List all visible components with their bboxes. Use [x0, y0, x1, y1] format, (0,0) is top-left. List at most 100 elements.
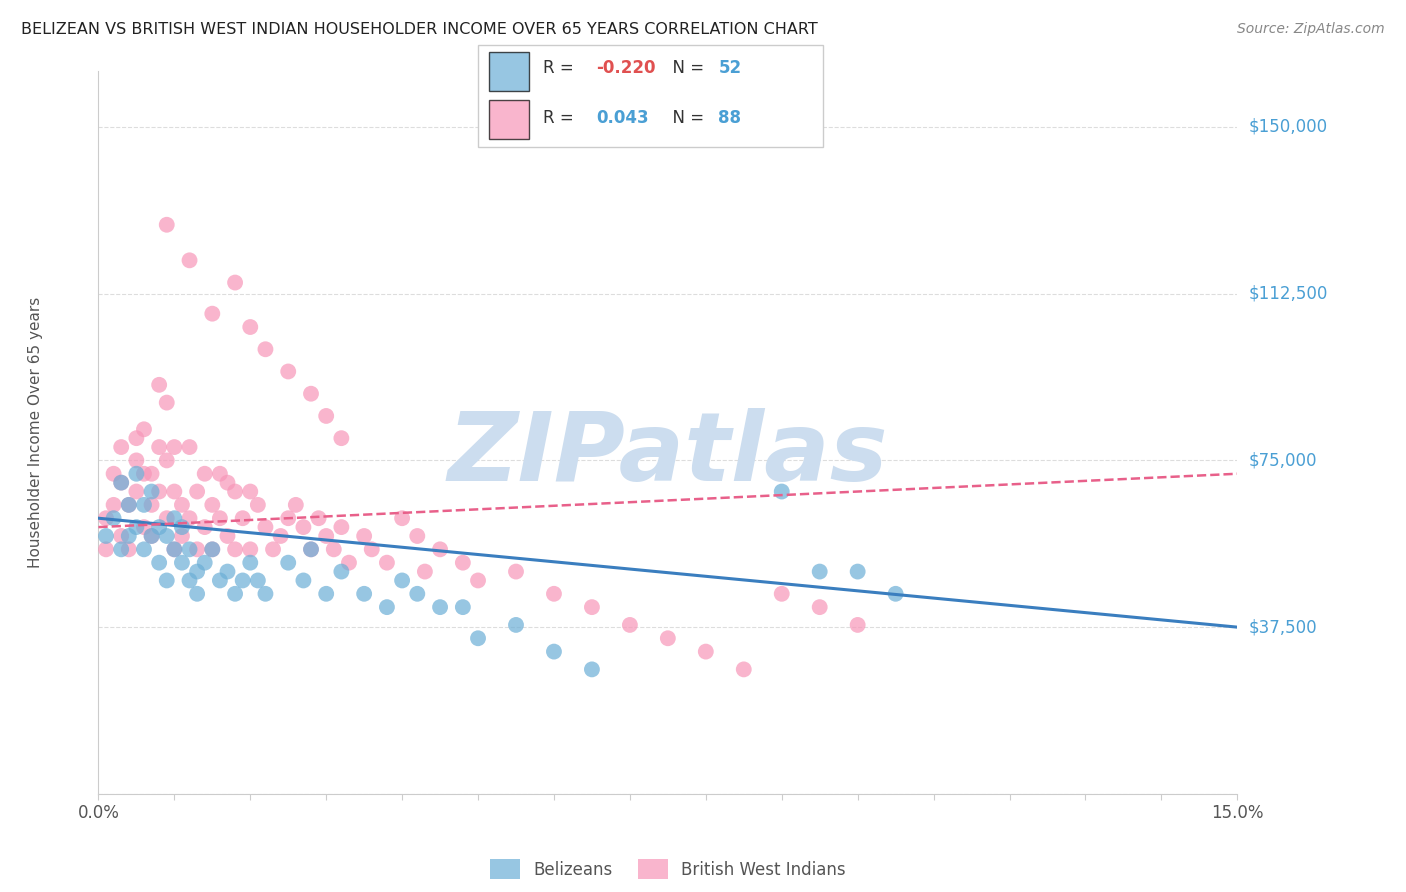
Point [201, 307, 224, 321]
Text: R =: R = [543, 110, 579, 128]
Point [330, 431, 353, 445]
Text: ZIPatlas: ZIPatlas [447, 408, 889, 500]
Point [467, 574, 489, 588]
Point [277, 511, 299, 525]
Point [194, 467, 217, 481]
Point [224, 484, 246, 499]
Point [208, 511, 231, 525]
Point [163, 511, 186, 525]
Point [330, 565, 353, 579]
Point [277, 556, 299, 570]
Point [125, 453, 148, 467]
Point [467, 632, 489, 646]
Point [406, 587, 429, 601]
Point [132, 542, 155, 557]
Point [322, 542, 344, 557]
Point [232, 511, 254, 525]
Point [110, 475, 132, 490]
Point [156, 511, 179, 525]
Point [156, 529, 179, 543]
Point [194, 556, 217, 570]
Point [217, 475, 239, 490]
Point [239, 542, 262, 557]
Point [170, 529, 193, 543]
Point [148, 556, 170, 570]
Point [299, 542, 322, 557]
Text: $37,500: $37,500 [1249, 618, 1317, 636]
Point [170, 556, 193, 570]
Point [353, 587, 375, 601]
Point [254, 587, 277, 601]
Point [118, 542, 141, 557]
Point [186, 565, 208, 579]
Point [179, 440, 201, 454]
Text: $150,000: $150,000 [1249, 118, 1327, 136]
Point [110, 440, 132, 454]
Point [246, 574, 269, 588]
Point [360, 542, 382, 557]
Point [451, 556, 474, 570]
Text: $112,500: $112,500 [1249, 285, 1327, 302]
Point [375, 600, 398, 615]
Point [406, 529, 429, 543]
Point [201, 542, 224, 557]
Point [413, 565, 436, 579]
Point [315, 587, 337, 601]
Text: Source: ZipAtlas.com: Source: ZipAtlas.com [1237, 22, 1385, 37]
Point [170, 498, 193, 512]
Point [179, 511, 201, 525]
Point [141, 467, 163, 481]
Text: N =: N = [662, 110, 710, 128]
Point [451, 600, 474, 615]
Point [808, 565, 831, 579]
Point [148, 440, 170, 454]
Point [657, 632, 679, 646]
Text: 52: 52 [718, 59, 741, 78]
Point [846, 565, 869, 579]
Point [103, 498, 125, 512]
Point [505, 565, 527, 579]
Point [132, 422, 155, 436]
Point [132, 498, 155, 512]
Point [201, 542, 224, 557]
Point [179, 574, 201, 588]
Text: $75,000: $75,000 [1249, 451, 1317, 469]
Point [846, 618, 869, 632]
Point [179, 253, 201, 268]
Point [148, 520, 170, 534]
Point [125, 467, 148, 481]
Point [118, 498, 141, 512]
Point [284, 498, 307, 512]
Point [232, 574, 254, 588]
Point [299, 386, 322, 401]
Point [808, 600, 831, 615]
Point [94, 529, 117, 543]
Point [201, 498, 224, 512]
Point [733, 662, 755, 676]
Point [118, 529, 141, 543]
Point [110, 475, 132, 490]
Point [156, 453, 179, 467]
Point [695, 644, 717, 658]
Point [94, 542, 117, 557]
Text: R =: R = [543, 59, 579, 78]
Point [254, 343, 277, 357]
Point [194, 520, 217, 534]
Text: 0.043: 0.043 [596, 110, 648, 128]
Text: -0.220: -0.220 [596, 59, 655, 78]
Point [163, 440, 186, 454]
Point [353, 529, 375, 543]
Point [132, 467, 155, 481]
Point [770, 587, 793, 601]
Point [163, 484, 186, 499]
Point [186, 542, 208, 557]
Point [543, 644, 565, 658]
Point [132, 520, 155, 534]
Point [163, 542, 186, 557]
Point [208, 467, 231, 481]
Point [224, 587, 246, 601]
Point [156, 395, 179, 409]
Legend: Belizeans, British West Indians: Belizeans, British West Indians [491, 859, 845, 880]
Point [429, 542, 451, 557]
Point [391, 574, 413, 588]
